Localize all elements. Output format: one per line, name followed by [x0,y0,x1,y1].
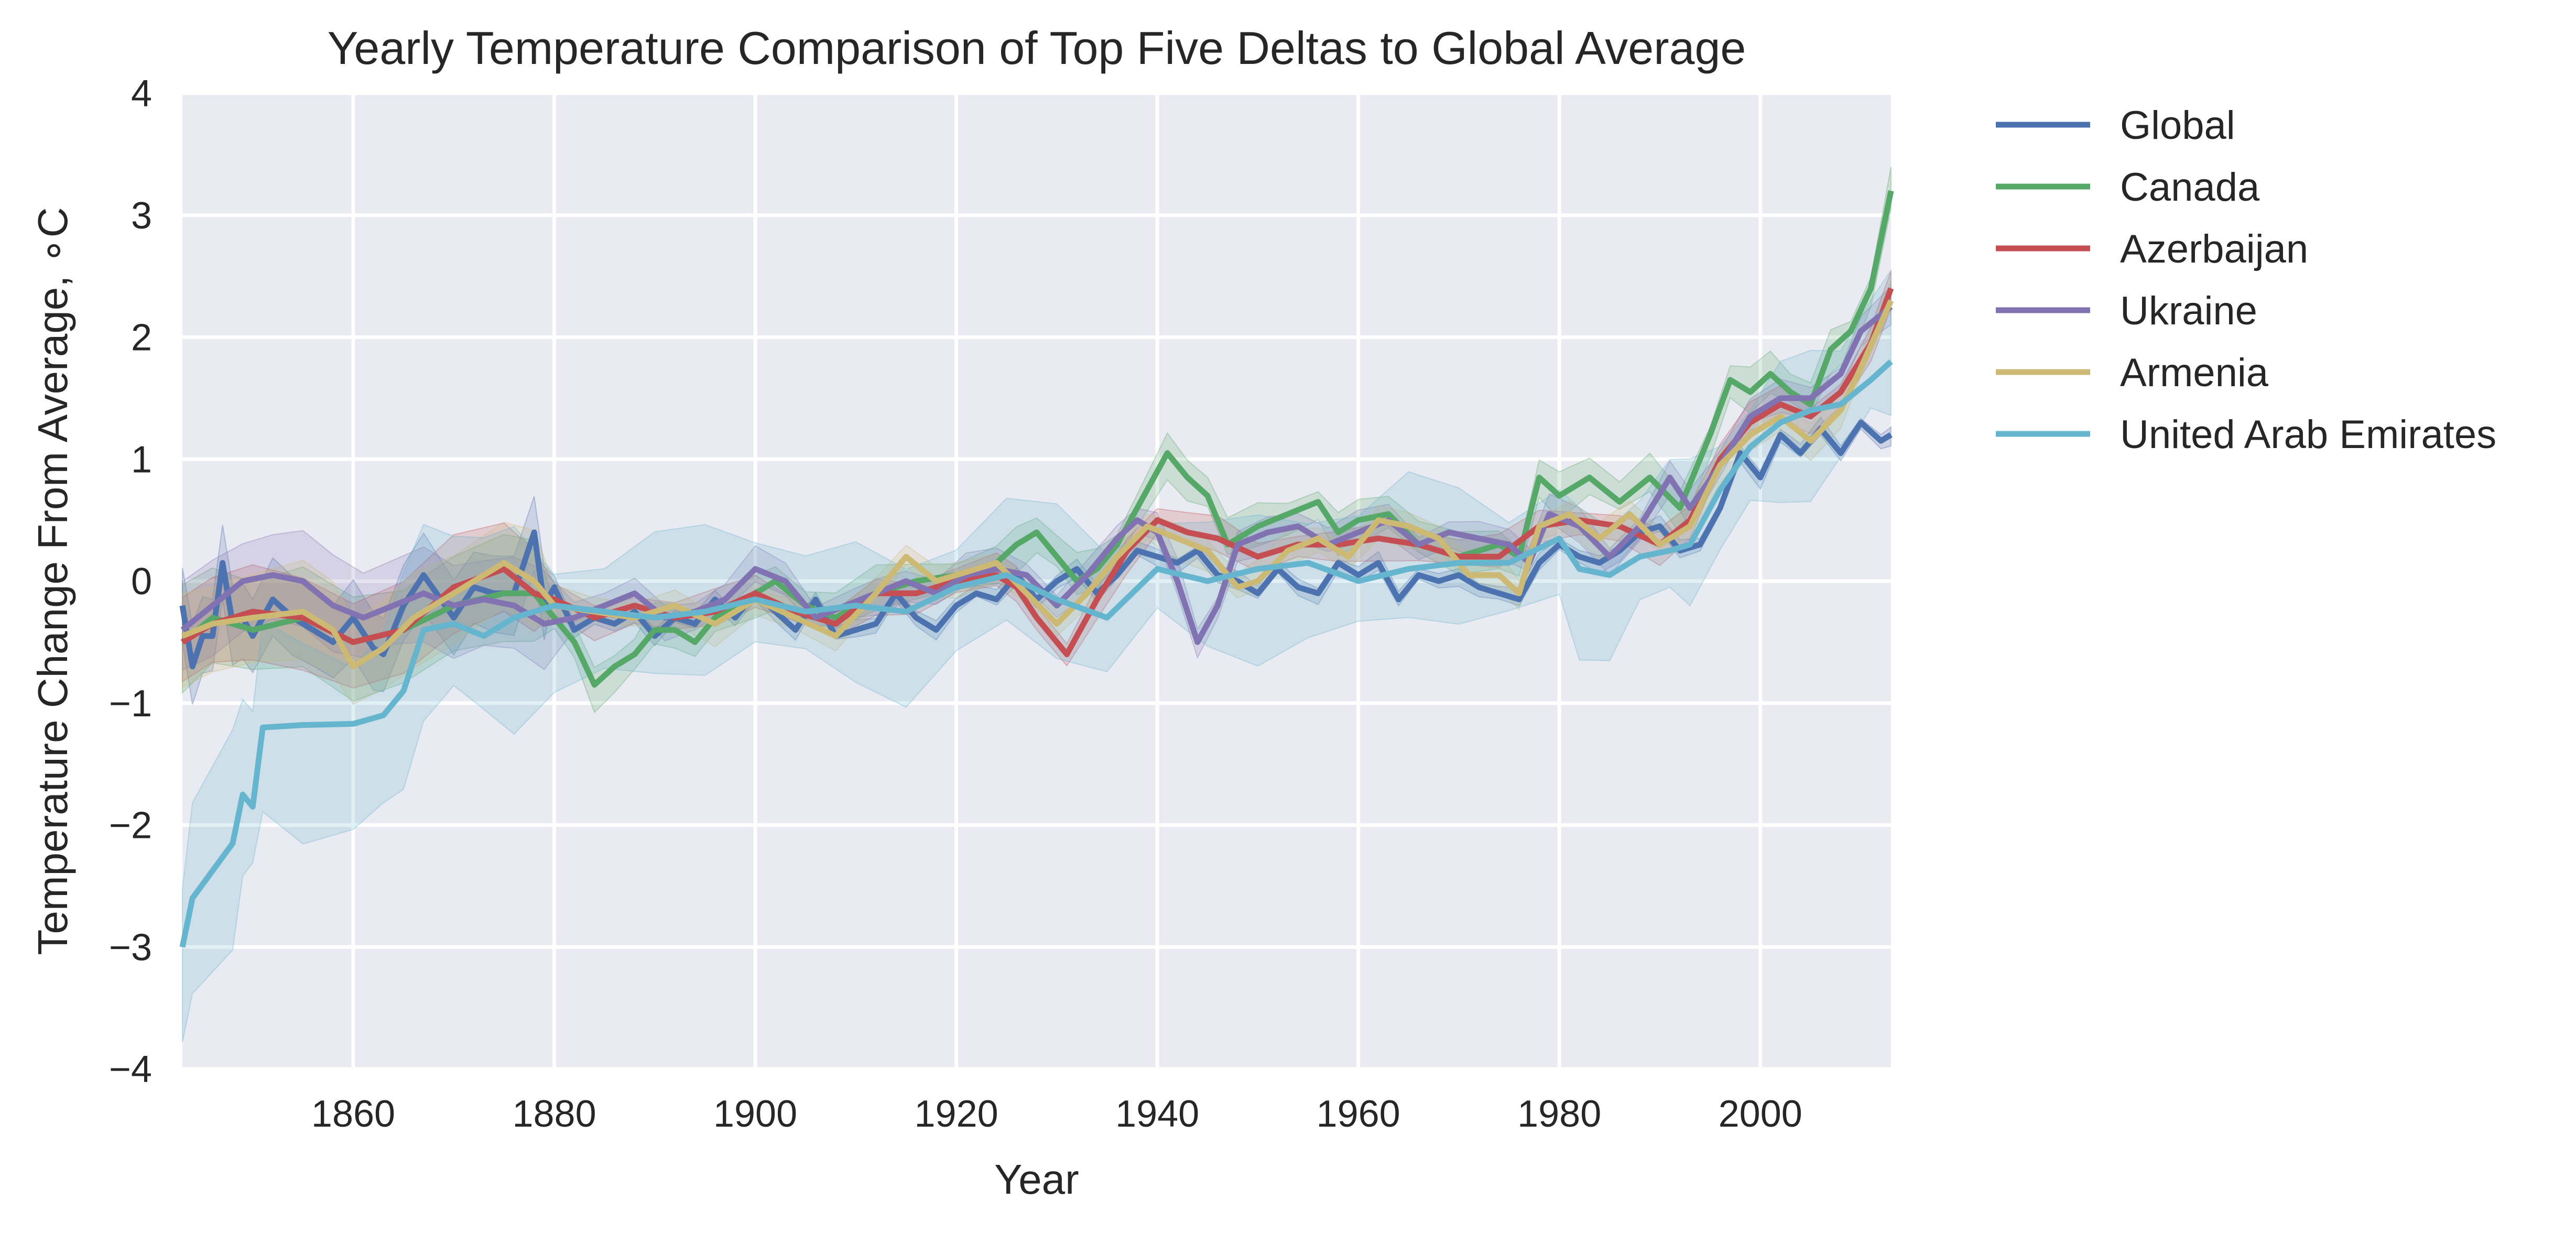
y-tick-label: −1 [109,683,152,725]
series-lines [179,190,1894,948]
x-tick-label: 2000 [1719,1093,1802,1135]
legend-entry: Canada [2120,165,2260,210]
legend-entry: Armenia [2120,351,2269,395]
series-line-armenia [181,299,1894,670]
y-tick-label: 2 [131,317,152,359]
y-tick-label: 0 [131,561,152,603]
y-tick-label: −3 [109,926,152,968]
y-tick-label: 4 [131,73,152,115]
x-axis-label: Year [994,1156,1079,1203]
y-axis-label: Temperature Change From Average, ∘C [29,207,76,955]
gridlines [182,91,1891,1071]
legend: Global Canada Azerbaijan Ukraine Armenia Unit… [1996,103,2496,457]
x-tick-labels: 1860 1880 1900 1920 1940 1960 1980 2000 [311,1093,1802,1135]
y-tick-label: −2 [109,805,152,847]
x-tick-label: 1960 [1317,1093,1400,1135]
series-line-ukraine [180,304,1893,645]
x-tick-label: 1920 [915,1093,998,1135]
legend-entry: Ukraine [2120,289,2257,333]
legend-entry: United Arab Emirates [2120,412,2496,457]
series-line-global [179,419,1893,670]
chart-title: Yearly Temperature Comparison of Top Fiv… [328,22,1746,74]
series-line-canada [180,190,1894,688]
series-line-united-arab-emirates [179,359,1893,948]
y-tick-labels: −4 −3 −2 −1 0 1 2 3 4 [109,73,152,1090]
legend-entry: Global [2120,103,2235,148]
x-tick-label: 1860 [311,1093,395,1135]
x-tick-label: 1980 [1517,1093,1601,1135]
x-tick-label: 1900 [713,1093,797,1135]
x-tick-label: 1940 [1115,1093,1199,1135]
legend-entry: Azerbaijan [2120,227,2308,271]
y-tick-label: 3 [131,195,152,237]
y-tick-label: −4 [109,1049,152,1090]
x-tick-label: 1880 [512,1093,596,1135]
y-tick-label: 1 [131,439,152,481]
